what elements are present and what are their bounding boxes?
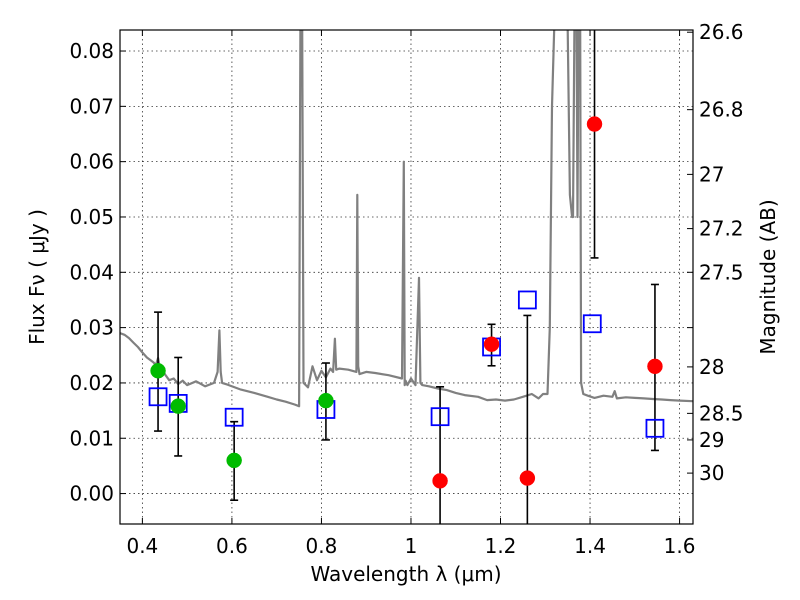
x-tick-label: 0.6	[216, 534, 248, 558]
model-sed-line	[120, 30, 693, 408]
y-tick-label: 0.03	[69, 316, 114, 340]
model-photometry-point	[517, 290, 537, 310]
y-tick-label: 0.00	[69, 482, 114, 506]
y-right-tick-label: 26.8	[699, 98, 744, 122]
plot-frame	[119, 29, 694, 525]
model-photometry-point	[224, 407, 244, 427]
y-right-tick-label: 26.6	[699, 20, 744, 44]
model-photometry-point	[148, 387, 168, 407]
red-data-point	[647, 358, 663, 375]
y-axis-label: Flux Fν ( μJy )	[25, 209, 49, 345]
y-tick-label: 0.04	[69, 260, 114, 284]
y-right-axis-label: Magnitude (AB)	[756, 199, 780, 354]
x-tick-label: 1	[405, 534, 418, 558]
x-tick-label: 0.4	[126, 534, 158, 558]
red-data-point	[586, 116, 603, 132]
model-photometry-point	[645, 418, 665, 438]
x-tick-label: 1.4	[574, 534, 606, 558]
data-points	[148, 116, 665, 489]
red-data-point	[519, 470, 536, 486]
x-tick-label: 1.2	[485, 534, 517, 558]
model-photometry-point	[582, 314, 602, 334]
y-right-tick-label: 27	[699, 162, 724, 186]
y-tick-label: 0.05	[69, 205, 114, 229]
green-data-point	[170, 398, 186, 414]
error-bars	[154, 30, 659, 524]
model-sed	[120, 30, 693, 408]
red-data-point	[432, 473, 448, 489]
y-right-tick-label: 28	[699, 355, 724, 379]
green-data-point	[318, 392, 334, 409]
y-tick-label: 0.02	[69, 371, 114, 395]
axes: 0.4 0.6 0.8 1 1.2 1.4 1.6 0.00 0.01 0.02 0.03 0.04 0…	[69, 20, 743, 558]
y-tick-label: 0.08	[69, 39, 114, 63]
y-tick-label: 0.01	[69, 426, 114, 450]
x-axis-label: Wavelength λ (μm)	[310, 562, 501, 586]
grid	[120, 30, 693, 524]
model-photometry-point	[430, 407, 450, 427]
green-data-point	[150, 363, 166, 379]
y-right-tick-label: 29	[699, 428, 724, 452]
x-tick-label: 1.6	[664, 534, 696, 558]
x-tick-label: 0.8	[306, 534, 338, 558]
red-data-point	[483, 336, 500, 352]
green-data-point	[226, 452, 242, 469]
y-right-tick-label: 30	[699, 461, 724, 485]
y-right-tick-label: 27.2	[699, 217, 744, 241]
y-right-tick-label: 27.5	[699, 260, 744, 284]
y-tick-label: 0.06	[69, 150, 114, 174]
y-tick-label: 0.07	[69, 94, 114, 118]
y-right-tick-label: 28.5	[699, 401, 744, 425]
